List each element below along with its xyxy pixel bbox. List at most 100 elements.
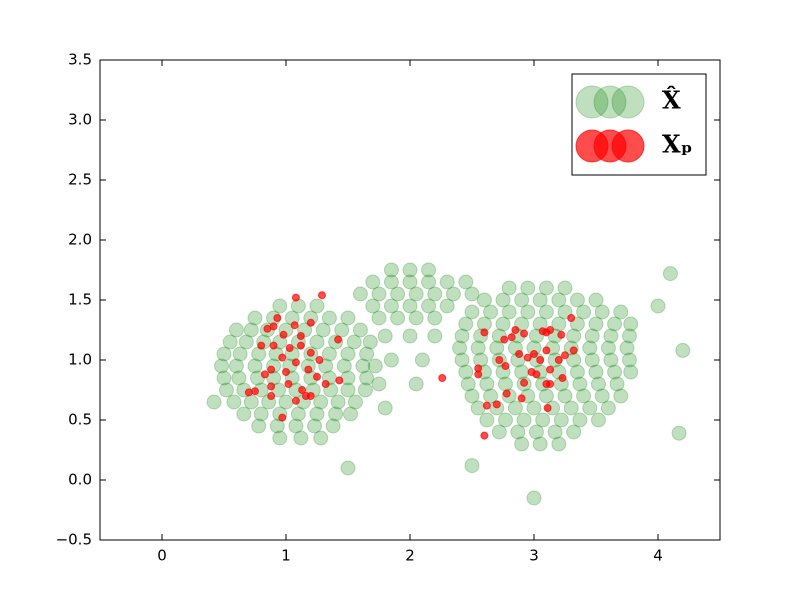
point <box>613 304 629 320</box>
point <box>267 392 276 400</box>
point <box>243 394 259 410</box>
point <box>383 262 399 278</box>
point <box>557 280 573 296</box>
point <box>542 346 551 355</box>
point <box>662 266 678 282</box>
point <box>340 346 356 362</box>
axes: 0 1 2 3 4 −0.5 0.0 0.5 1.0 1.5 2.0 2.5 3.0 3.5 <box>56 51 720 565</box>
point <box>236 406 252 422</box>
point <box>390 286 406 302</box>
point <box>553 412 569 428</box>
point <box>304 365 313 374</box>
point <box>476 292 492 308</box>
point <box>279 330 288 339</box>
point <box>584 328 600 344</box>
legend-label: X̂ <box>662 86 681 115</box>
point <box>470 340 486 356</box>
point <box>228 322 244 338</box>
point <box>501 280 517 296</box>
point <box>464 388 480 404</box>
point <box>334 335 343 344</box>
point <box>584 352 600 368</box>
point <box>557 330 566 339</box>
point <box>290 406 306 422</box>
y-tick-label: 3.5 <box>68 51 92 69</box>
point <box>603 328 619 344</box>
point <box>347 394 363 410</box>
point <box>582 340 598 356</box>
point <box>427 310 443 326</box>
legend-marker <box>575 85 609 119</box>
point <box>402 328 418 344</box>
point <box>607 316 623 332</box>
point <box>243 322 259 338</box>
point <box>569 364 585 380</box>
point <box>357 382 373 398</box>
point <box>523 353 532 362</box>
point <box>427 286 443 302</box>
point <box>269 341 278 350</box>
point <box>315 356 324 364</box>
points <box>206 262 691 506</box>
y-tick-label: 3.0 <box>68 111 92 129</box>
point <box>377 328 393 344</box>
point <box>502 389 511 398</box>
y-tick-label: 0.5 <box>68 411 92 429</box>
point <box>267 382 276 391</box>
point <box>458 316 474 332</box>
point <box>590 376 606 392</box>
point <box>216 346 232 362</box>
point <box>514 364 530 380</box>
point <box>352 322 368 338</box>
point <box>530 350 538 358</box>
point <box>309 298 325 314</box>
point <box>253 406 269 422</box>
point <box>273 314 282 322</box>
point <box>330 394 346 410</box>
point <box>340 310 356 326</box>
point <box>464 458 480 474</box>
point <box>317 291 326 300</box>
point <box>269 418 285 434</box>
point <box>306 318 315 327</box>
point <box>328 406 344 422</box>
legend-marker <box>593 85 627 119</box>
x-tick-label: 1 <box>281 547 291 565</box>
point <box>352 286 368 302</box>
point <box>492 400 501 409</box>
point <box>495 292 511 308</box>
point <box>526 490 542 506</box>
point <box>588 364 604 380</box>
point <box>383 274 399 290</box>
point <box>594 388 610 404</box>
x-tick-label: 0 <box>157 547 167 565</box>
point <box>285 344 294 352</box>
point <box>563 400 579 416</box>
point <box>282 368 290 376</box>
point <box>551 316 567 332</box>
point <box>501 304 517 320</box>
point <box>288 418 304 434</box>
x-tick-label: 3 <box>529 547 539 565</box>
point <box>371 286 387 302</box>
point <box>226 394 242 410</box>
point <box>346 334 362 350</box>
point <box>572 412 588 428</box>
point <box>464 286 480 302</box>
point <box>284 380 293 388</box>
point <box>609 376 625 392</box>
point <box>272 298 288 314</box>
point <box>342 406 358 422</box>
point <box>566 424 582 440</box>
point <box>206 394 222 410</box>
point <box>538 388 554 404</box>
point <box>520 378 529 387</box>
point <box>367 358 383 374</box>
point <box>551 436 567 452</box>
point <box>383 352 399 368</box>
point <box>532 436 548 452</box>
point <box>479 412 495 428</box>
point <box>231 370 247 386</box>
point <box>569 292 585 308</box>
point <box>600 400 616 416</box>
